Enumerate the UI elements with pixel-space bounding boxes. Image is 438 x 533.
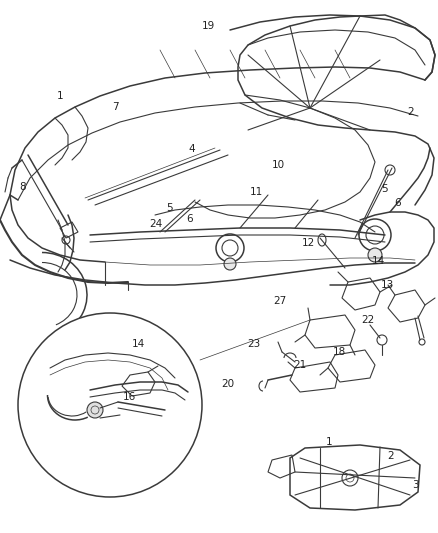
Text: 14: 14 (131, 339, 145, 349)
Text: 3: 3 (412, 480, 418, 490)
Text: 8: 8 (19, 182, 25, 191)
Text: 18: 18 (333, 347, 346, 357)
Circle shape (224, 258, 236, 270)
Circle shape (18, 313, 202, 497)
Text: 11: 11 (250, 187, 263, 197)
Text: 2: 2 (407, 107, 414, 117)
Text: 21: 21 (293, 360, 307, 370)
Text: 5: 5 (381, 184, 388, 194)
Text: 6: 6 (394, 198, 401, 207)
Text: 2: 2 (388, 451, 394, 461)
Circle shape (87, 402, 103, 418)
Text: 19: 19 (201, 21, 215, 30)
Text: 23: 23 (247, 339, 261, 349)
Text: 24: 24 (149, 219, 162, 229)
Text: 20: 20 (221, 379, 234, 389)
Text: 10: 10 (272, 160, 285, 170)
Text: 27: 27 (274, 296, 287, 306)
Circle shape (368, 248, 382, 262)
Text: 12: 12 (302, 238, 315, 247)
Text: 22: 22 (361, 315, 374, 325)
Text: 16: 16 (123, 392, 136, 402)
Text: 5: 5 (166, 203, 173, 213)
Text: 1: 1 (326, 438, 333, 447)
Text: 1: 1 (57, 91, 64, 101)
Text: 6: 6 (186, 214, 193, 223)
Text: 13: 13 (381, 280, 394, 290)
Text: 4: 4 (188, 144, 195, 154)
Text: 7: 7 (112, 102, 118, 111)
Text: 14: 14 (372, 256, 385, 266)
